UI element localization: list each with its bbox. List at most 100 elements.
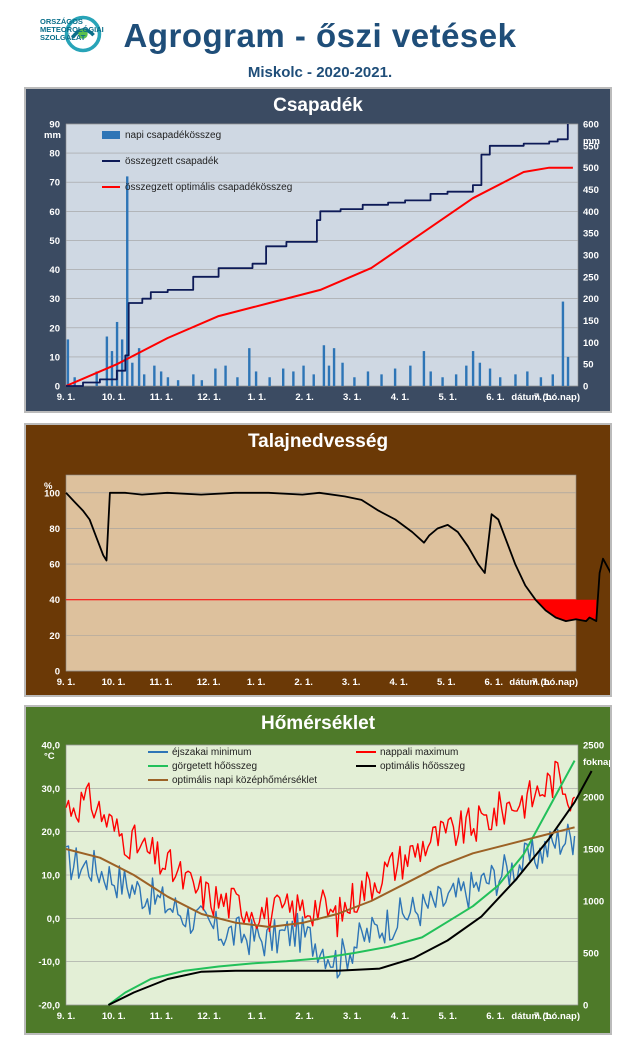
y2-axis-unit: mm [583,136,600,147]
precip-bar [465,365,468,386]
x-tick-label: 1. 1. [248,392,267,403]
y2-tick-label: 200 [583,294,599,305]
y2-tick-label: 150 [583,316,599,327]
day-max-line [65,760,576,938]
x-tick-label: 3. 1. [343,392,362,403]
x-tick-label: 11. 1. [150,392,173,403]
temperature-chart: Hőmérséklet -20,0 -10,0 0,0 10,0 20,0 30,0 40,0… [26,707,610,1033]
x-tick-label: 11. 1. [149,677,172,688]
precip-bar [254,371,258,386]
y-tick-label: 40 [49,265,60,276]
y-tick-label: 20 [49,631,60,642]
y-axis-unit: °C [44,751,55,762]
deficit-area [535,599,597,622]
y-tick-label: 0 [55,382,60,393]
x-tick-label: 2. 1. [295,1011,314,1022]
x-tick-label: 4. 1. [391,392,410,403]
precip-bar [488,368,492,386]
y-tick-label: 70 [49,178,60,189]
y-tick-label: 90 [49,120,60,131]
x-axis-label: dátum (hó.nap) [511,392,580,403]
y2-tick-label: 1000 [583,897,604,908]
optimal-heat-line [107,770,593,1006]
x-tick-label: 4. 1. [389,677,408,688]
legend-entry: összegzett optimális csapadékösszeg [125,182,292,193]
x-tick-label: 9. 1. [57,392,76,403]
precip-bar [561,301,565,386]
y2-tick-label: 250 [583,272,599,283]
x-tick-label: 5. 1. [438,1011,457,1022]
cumulative-precip-line [66,124,569,387]
precipitation-chart: Csapadék0102030405060708090mm05010015020… [26,89,610,411]
x-tick-label: 12. 1. [197,392,221,403]
legend-entry: éjszakai minimum [172,747,251,758]
precip-bar [126,176,129,386]
y-tick-label: 0,0 [47,914,60,925]
y2-tick-label: 450 [583,185,599,196]
precip-bar [268,377,271,386]
precip-bar [137,348,141,386]
x-tick-label: 2. 1. [294,677,313,688]
precip-bar [429,371,432,386]
precip-bar [409,365,412,386]
x-tick-label: 7. 1. [532,677,551,688]
y-tick-label: -10,0 [38,957,60,968]
precip-bar [380,374,383,386]
precip-bar [341,362,344,386]
legend-entry: optimális napi középhőmérséklet [172,775,317,786]
y-axis-unit: mm [44,130,61,141]
logo-line-2: METEOROLÓGIAI [40,25,104,34]
precip-bar [332,348,336,386]
y2-tick-label: 400 [583,207,599,218]
y-tick-label: 60 [49,560,60,571]
precip-bar [292,371,295,386]
legend-entry: görgetett hőösszeg [172,761,257,772]
logo-line-1: ORSZÁGOS [40,17,83,26]
logo-line-3: SZOLGÁLAT [40,33,86,42]
y-axis-unit: % [44,481,53,492]
precip-bar [441,377,444,386]
precipitation-panel: Csapadék 0 10 20 30 40 50 60 70 80 90 mm 0 50 100 150 20… [24,87,612,413]
x-tick-label: 7. 1. [534,392,553,403]
precip-bar [422,351,426,386]
precip-bar [248,348,251,386]
y-tick-label: 0 [55,667,60,678]
y-tick-label: 20 [49,323,60,334]
y2-tick-label: 2000 [583,793,604,804]
temperature-panel: Hőmérséklet -20,0 -10,0 0,0 10,0 20,0 30,0 40,0… [24,705,612,1035]
y-tick-label: 40 [49,595,60,606]
x-tick-label: 10. 1. [102,677,126,688]
soil-moisture-line [65,491,610,622]
x-tick-label: 1. 1. [248,1011,267,1022]
precip-bar [478,362,482,386]
precip-bar [327,365,331,386]
x-tick-label: 10. 1. [102,1011,126,1022]
y-tick-label: 10 [49,352,60,363]
x-tick-label: 1. 1. [247,677,266,688]
x-tick-label: 11. 1. [150,1011,173,1022]
x-axis-label: dátum (hó.nap) [509,677,578,688]
precip-bar [526,371,529,386]
soil-moisture-chart: Talajnedvesség 0 20 40 60 80 100% 9. 1. 10. 1. 11… [26,425,610,695]
legend-entry: nappali maximum [380,747,458,758]
legend-entry: összegzett csapadék [125,156,219,167]
precip-bar [105,336,109,386]
y2-tick-label: 550 [583,141,599,152]
chart-title: Hőmérséklet [261,713,376,734]
optimal-mean-line [65,826,575,928]
y-tick-label: 20,0 [42,827,61,838]
y-tick-label: 40,0 [42,741,61,752]
x-tick-label: 6. 1. [486,392,505,403]
y2-tick-label: 0 [583,382,588,393]
optimal-cumulative-line [65,166,573,387]
precip-bar [454,374,458,386]
precip-bar [115,321,119,386]
page-header: ORSZÁGOS METEOROLÓGIAI SZOLGÁLAT Agrogra… [0,0,640,85]
y2-tick-label: 0 [583,1001,588,1012]
x-tick-label: 7. 1. [534,1011,553,1022]
legend-swatch [102,131,120,139]
precip-bar [131,362,134,386]
y2-tick-label: 300 [583,251,599,262]
precip-bar [312,374,315,386]
precip-bar [176,380,180,386]
